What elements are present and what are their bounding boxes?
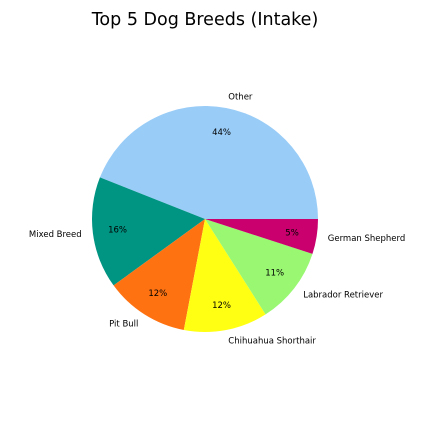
pie-labels: Other 44% Mixed Breed 16% Pit Bull 12% Chihuah…	[29, 92, 405, 346]
pie-slice-other	[99, 105, 318, 219]
slice-percent-chihuahua-shorthair: 12%	[212, 301, 231, 311]
slice-percent-other: 44%	[212, 128, 231, 138]
slice-percent-labrador-retriever: 11%	[265, 269, 284, 279]
slice-percent-pit-bull: 12%	[148, 289, 167, 299]
pie-slices	[92, 105, 318, 333]
slice-label-labrador-retriever: Labrador Retriever	[303, 291, 383, 301]
slice-label-mixed-breed: Mixed Breed	[29, 230, 82, 240]
slice-label-chihuahua-shorthair: Chihuahua Shorthair	[228, 337, 316, 347]
pie-slice-labrador-retriever	[205, 219, 313, 315]
pie-slice-chihuahua-shorthair	[183, 219, 266, 333]
pie-slice-mixed-breed	[92, 177, 205, 286]
slice-label-other: Other	[228, 92, 253, 102]
pie-slice-german-shepherd	[205, 219, 318, 254]
chart-title: Top 5 Dog Breeds (Intake)	[91, 10, 319, 30]
slice-label-pit-bull: Pit Bull	[109, 319, 138, 329]
slice-percent-mixed-breed: 16%	[108, 226, 127, 236]
slice-percent-german-shepherd: 5%	[285, 228, 299, 238]
slice-label-german-shepherd: German Shepherd	[328, 234, 406, 244]
pie-slice-pit-bull	[113, 219, 205, 330]
